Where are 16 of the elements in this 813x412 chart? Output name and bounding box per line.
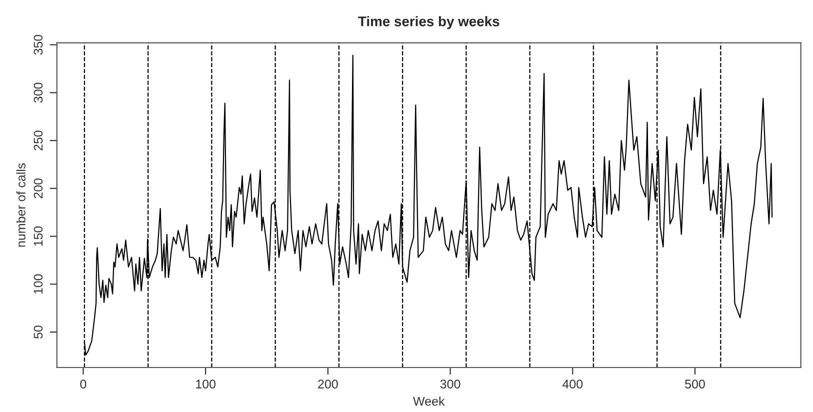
y-tick-label: 250 xyxy=(34,130,43,150)
chart-title: Time series by weeks xyxy=(358,16,500,30)
x-axis-title: Week xyxy=(413,396,445,406)
y-tick-label: 350 xyxy=(34,34,43,55)
x-tick-label: 200 xyxy=(318,380,338,388)
y-tick-label: 150 xyxy=(34,226,43,246)
y-tick-label: 50 xyxy=(34,326,43,339)
x-tick-label: 400 xyxy=(562,380,583,388)
y-tick-label: 100 xyxy=(34,274,43,294)
y-tick-label: 300 xyxy=(34,82,43,103)
y-axis-title: number of calls xyxy=(16,163,26,247)
x-tick-label: 300 xyxy=(440,380,460,388)
x-tick-label: 500 xyxy=(685,380,705,388)
y-tick-label: 200 xyxy=(34,178,43,198)
x-tick-label: 100 xyxy=(196,380,216,388)
x-tick-label: 0 xyxy=(80,380,86,388)
